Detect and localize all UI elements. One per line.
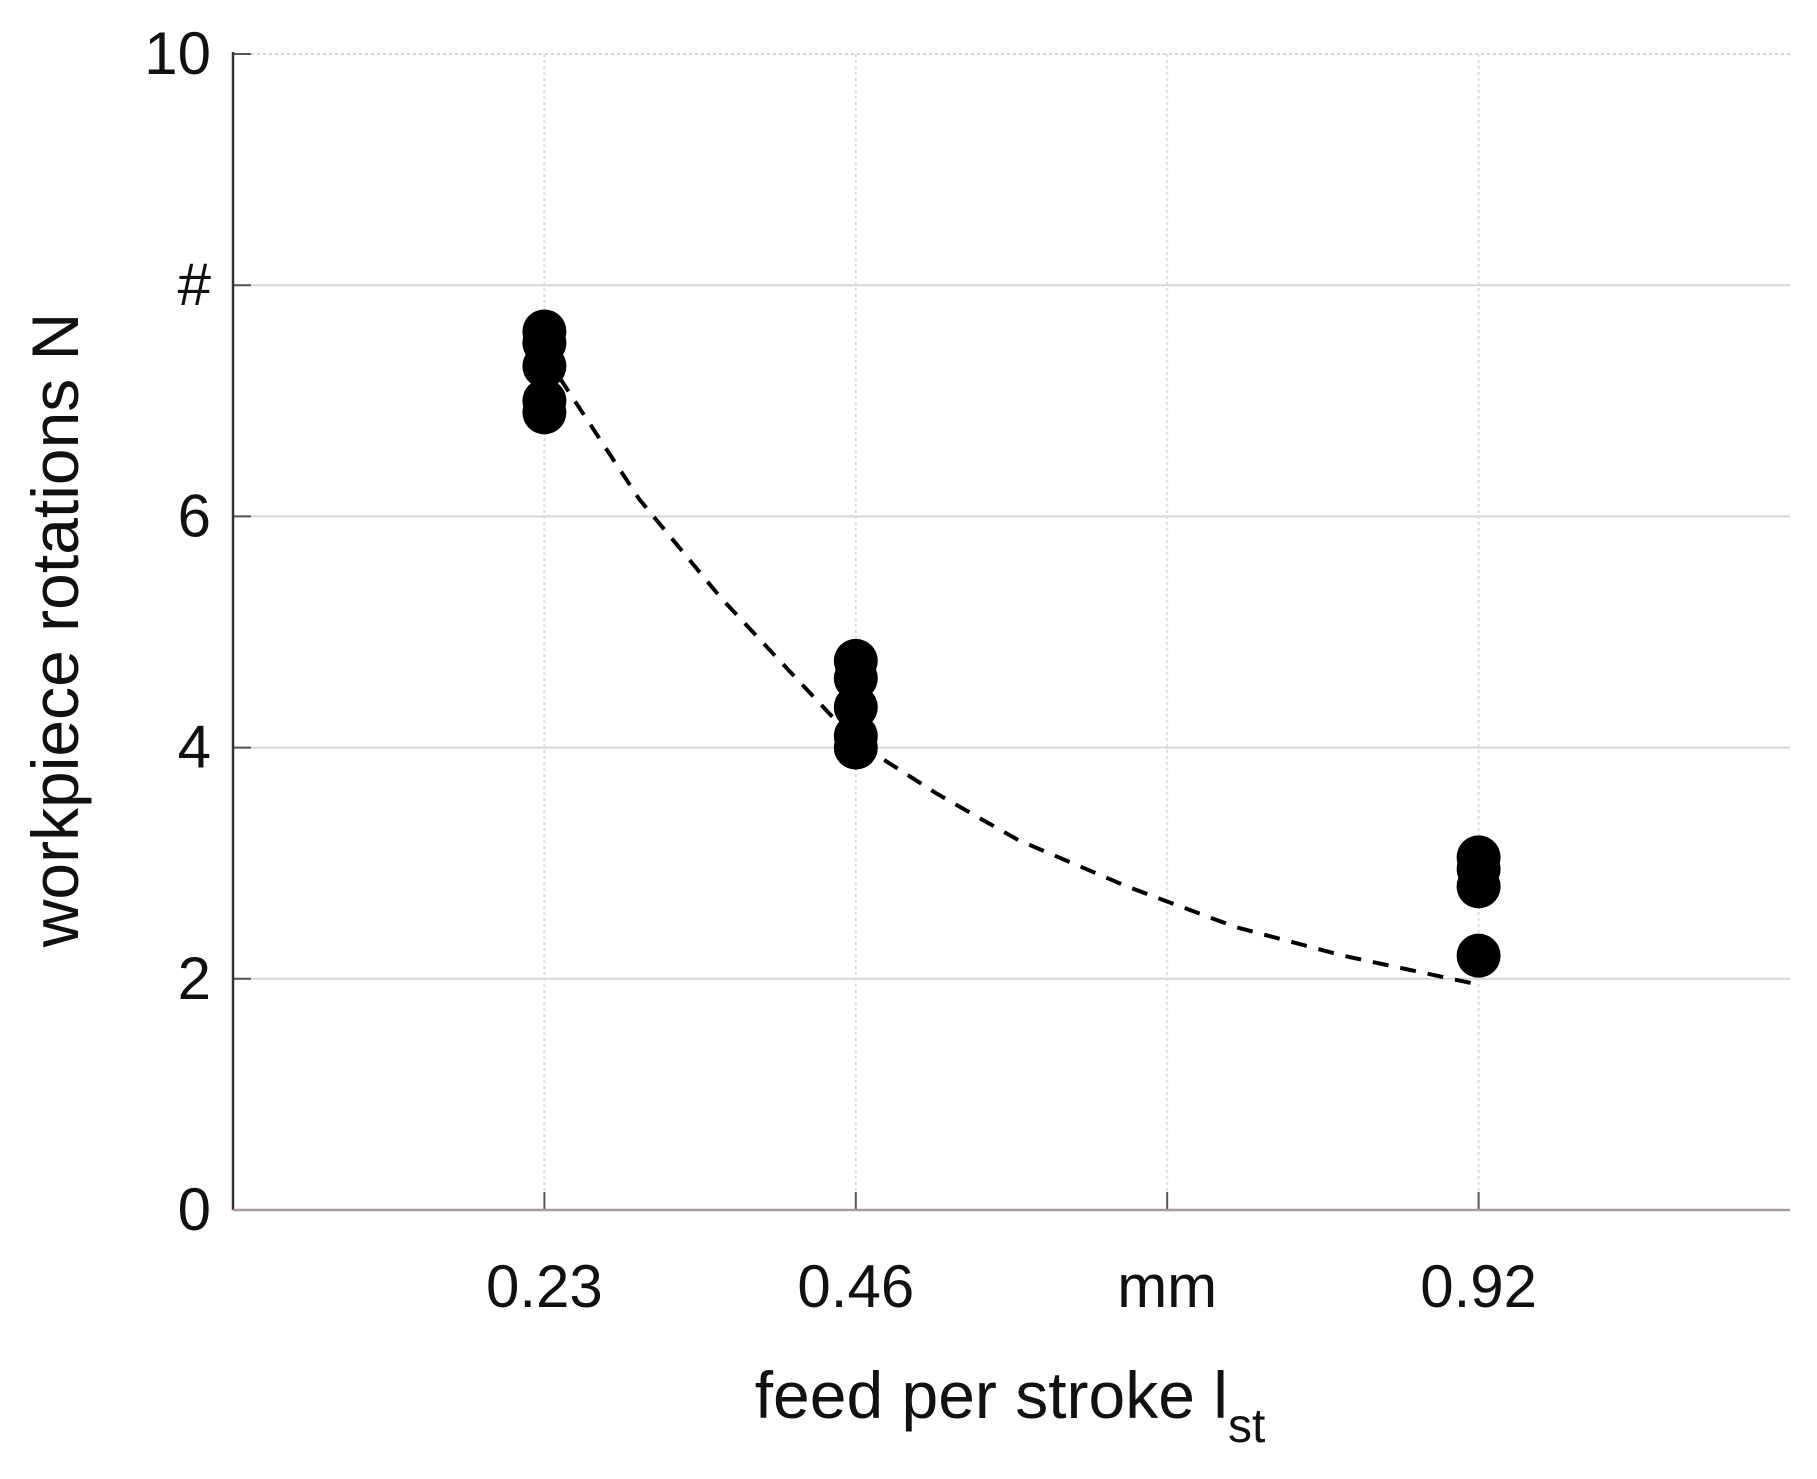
x-tick-label: 0.92 xyxy=(1420,1253,1537,1320)
axes xyxy=(231,52,1790,1212)
y-tick-label: 6 xyxy=(178,482,211,549)
data-point xyxy=(833,725,878,770)
data-point xyxy=(1456,864,1501,909)
x-tick-label: mm xyxy=(1117,1253,1217,1320)
y-tick-label: 10 xyxy=(144,20,211,87)
fit-curve-group xyxy=(542,353,1480,987)
data-points xyxy=(522,309,1501,978)
data-point xyxy=(522,344,567,389)
x-tick-label: 0.23 xyxy=(486,1253,603,1320)
y-tick-label: 0 xyxy=(178,1176,211,1243)
fit-curve xyxy=(542,353,1480,987)
y-axis-title: workpiece rotations N xyxy=(18,313,92,949)
x-axis-title: feed per stroke lst xyxy=(755,1358,1266,1453)
data-point xyxy=(522,390,567,435)
axis-titles: feed per stroke lst workpiece rotations … xyxy=(18,313,1265,1453)
y-tick-label: 4 xyxy=(178,714,211,781)
data-point xyxy=(1456,933,1501,978)
y-tick-label: 2 xyxy=(178,945,211,1012)
tick-labels: 0 2 4 6 #10 0.23 0.46 mm 0.92 xyxy=(144,20,1537,1320)
grid xyxy=(233,53,1790,1210)
x-tick-label: 0.46 xyxy=(797,1253,914,1320)
y-tick-label: # xyxy=(178,251,212,318)
